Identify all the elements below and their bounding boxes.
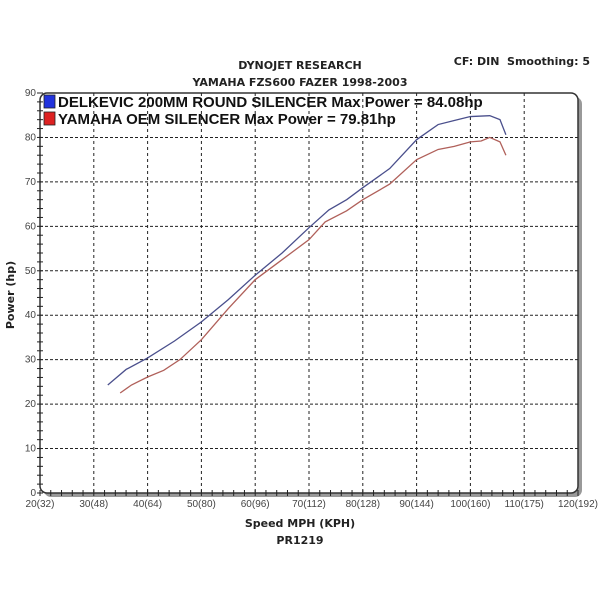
settings-label: CF: DIN Smoothing: 5 — [454, 55, 590, 68]
x-tick-label: 110(175) — [505, 499, 544, 510]
chart-subtitle: YAMAHA FZS600 FAZER 1998-2003 — [192, 76, 408, 89]
y-tick-label: 50 — [25, 266, 37, 277]
y-tick-label: 70 — [25, 177, 37, 188]
y-tick-label: 40 — [25, 310, 37, 321]
x-tick-label: 70(112) — [292, 499, 326, 510]
legend-entry: DELKEVIC 200MM ROUND SILENCER Max Power … — [58, 94, 483, 111]
series-line-1 — [119, 136, 507, 394]
legend-swatch — [43, 94, 56, 109]
y-tick-label: 0 — [30, 488, 36, 499]
y-tick-label: 90 — [25, 88, 37, 99]
y-tick-label: 30 — [25, 355, 37, 366]
y-tick-label: 80 — [25, 132, 37, 143]
legend-entry: YAMAHA OEM SILENCER Max Power = 79.81hp — [58, 111, 396, 128]
y-tick-label: 60 — [25, 221, 37, 232]
x-tick-label: 60(96) — [241, 499, 270, 510]
x-tick-label: 100(160) — [450, 499, 490, 510]
footer-code: PR1219 — [276, 534, 323, 547]
x-tick-label: 40(64) — [133, 499, 162, 510]
x-tick-label: 80(128) — [346, 499, 380, 510]
y-axis-label: Power (hp) — [4, 261, 17, 329]
x-tick-label: 20(32) — [26, 499, 55, 510]
x-tick-label: 90(144) — [399, 499, 433, 510]
x-tick-label: 50(80) — [187, 499, 216, 510]
legend-swatch — [43, 111, 56, 126]
y-tick-label: 20 — [25, 399, 37, 410]
x-tick-label: 30(48) — [79, 499, 108, 510]
x-axis-label: Speed MPH (KPH) — [245, 517, 355, 530]
series-line-0 — [107, 115, 507, 386]
y-tick-label: 10 — [25, 444, 37, 455]
chart-title: DYNOJET RESEARCH — [238, 59, 361, 72]
x-tick-label: 120(192) — [558, 499, 598, 510]
